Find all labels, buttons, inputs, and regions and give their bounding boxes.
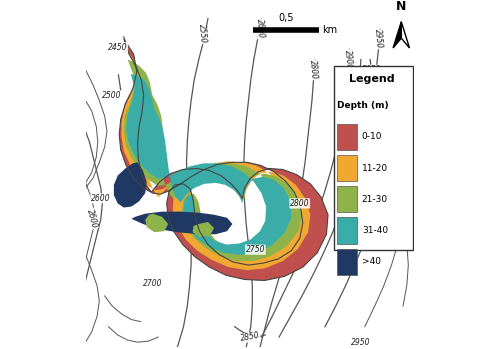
Bar xyxy=(334,66,413,250)
Text: 2600: 2600 xyxy=(85,208,98,229)
Bar xyxy=(337,124,357,150)
Text: 31-40: 31-40 xyxy=(362,226,388,235)
Text: 2850: 2850 xyxy=(240,331,260,343)
Polygon shape xyxy=(124,60,302,261)
Text: 2650: 2650 xyxy=(254,18,266,39)
Polygon shape xyxy=(402,22,409,48)
Text: N: N xyxy=(396,0,406,14)
Bar xyxy=(337,248,357,275)
Text: 2550: 2550 xyxy=(196,24,207,44)
Text: 2950: 2950 xyxy=(373,29,384,49)
Text: >40: >40 xyxy=(362,257,381,266)
Text: Depth (m): Depth (m) xyxy=(337,101,389,110)
Text: 3000: 3000 xyxy=(380,162,392,183)
Text: 2500: 2500 xyxy=(102,91,122,100)
Bar xyxy=(337,217,357,244)
Text: 11-20: 11-20 xyxy=(362,164,388,172)
Text: 0-10: 0-10 xyxy=(362,132,382,141)
Text: 0,5: 0,5 xyxy=(278,13,294,23)
Polygon shape xyxy=(132,211,232,234)
Text: 2450: 2450 xyxy=(108,43,128,52)
Text: 2750: 2750 xyxy=(246,245,265,254)
Text: km: km xyxy=(322,25,338,35)
Text: 2900: 2900 xyxy=(342,193,353,214)
Text: 2800: 2800 xyxy=(290,199,310,208)
Bar xyxy=(337,155,357,181)
Text: Legend: Legend xyxy=(349,74,395,84)
Text: 2900: 2900 xyxy=(342,50,353,70)
Text: 21-30: 21-30 xyxy=(362,195,388,204)
Polygon shape xyxy=(192,222,214,237)
Text: 2700: 2700 xyxy=(143,279,163,288)
Text: 2800: 2800 xyxy=(308,60,319,80)
Polygon shape xyxy=(126,74,292,255)
Polygon shape xyxy=(393,22,402,48)
Bar xyxy=(337,186,357,213)
Polygon shape xyxy=(122,47,310,270)
Text: 3050: 3050 xyxy=(362,65,382,74)
Polygon shape xyxy=(145,214,168,232)
Text: 2600: 2600 xyxy=(91,194,110,203)
Text: 2950: 2950 xyxy=(351,338,370,347)
Polygon shape xyxy=(119,39,328,281)
Polygon shape xyxy=(114,162,146,208)
